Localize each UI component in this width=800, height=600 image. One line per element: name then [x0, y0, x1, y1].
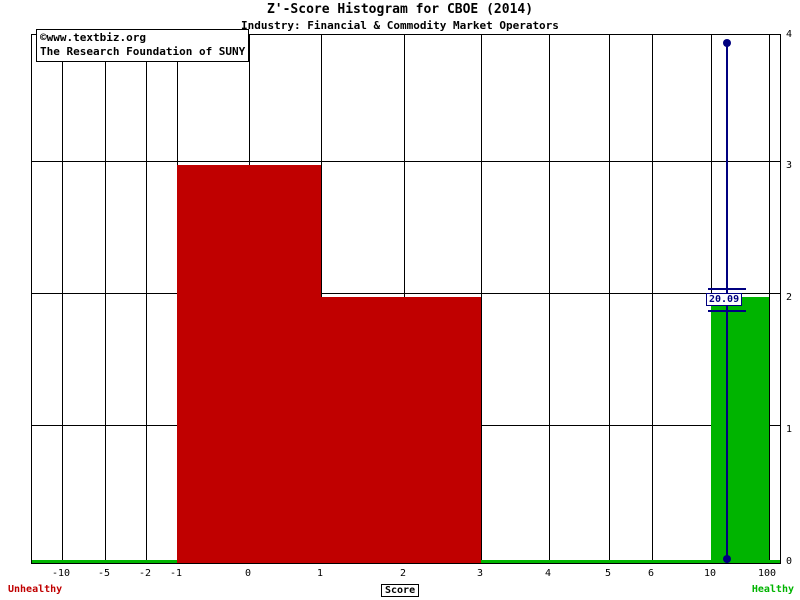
- y-tick-0: 0: [786, 556, 793, 567]
- gridline-x-6: [652, 35, 653, 563]
- gridline-x-neg10: [62, 35, 63, 563]
- x-tick-neg5: -5: [97, 568, 111, 579]
- plot-area: 20.09: [31, 34, 781, 564]
- x-tick-2: 2: [399, 568, 407, 579]
- gridline-x-neg5: [105, 35, 106, 563]
- watermark-box: ©www.textbiz.org The Research Foundation…: [36, 29, 250, 62]
- y-tick-3: 3: [786, 160, 793, 171]
- watermark-line-2: The Research Foundation of SUNY: [40, 45, 246, 58]
- chart-subtitle: Industry: Financial & Commodity Market O…: [241, 19, 559, 32]
- gridline-y2: [32, 293, 780, 294]
- company-marker-label: 20.09: [706, 293, 743, 306]
- watermark-line-1: ©www.textbiz.org: [40, 31, 146, 44]
- company-marker-dot-top: [723, 39, 731, 47]
- x-tick-6: 6: [647, 568, 655, 579]
- company-marker-cap-upper: [708, 288, 746, 290]
- healthy-label: Healthy: [751, 584, 794, 595]
- company-marker-dot-bottom: [723, 555, 731, 563]
- y-tick-1: 1: [786, 424, 793, 435]
- gridline-x-4: [549, 35, 550, 563]
- y-tick-2: 2: [786, 292, 793, 303]
- bar-bin-1-to-3: [321, 297, 481, 563]
- x-tick-100: 100: [757, 568, 777, 579]
- gridline-x-5: [609, 35, 610, 563]
- bar-bin-neg1-to-1: [177, 165, 321, 563]
- x-tick-3: 3: [476, 568, 484, 579]
- gridline-x-100: [769, 35, 770, 563]
- x-tick-10: 10: [703, 568, 717, 579]
- bar-bin-10-to-100: [711, 297, 769, 563]
- unhealthy-label: Unhealthy: [8, 584, 63, 595]
- company-marker-cap-lower: [708, 310, 746, 312]
- x-tick-neg2: -2: [138, 568, 152, 579]
- y-tick-4: 4: [786, 29, 793, 40]
- chart-title: Z'-Score Histogram for CBOE (2014): [266, 2, 534, 17]
- x-tick-neg10: -10: [51, 568, 71, 579]
- gridline-x-neg2: [146, 35, 147, 563]
- x-tick-4: 4: [544, 568, 552, 579]
- x-tick-neg1: -1: [169, 568, 183, 579]
- gridline-y3: [32, 161, 780, 162]
- x-tick-0: 0: [244, 568, 252, 579]
- x-axis-label: Score: [381, 584, 420, 597]
- x-tick-5: 5: [604, 568, 612, 579]
- gridline-x-3: [481, 35, 482, 563]
- x-tick-1: 1: [316, 568, 324, 579]
